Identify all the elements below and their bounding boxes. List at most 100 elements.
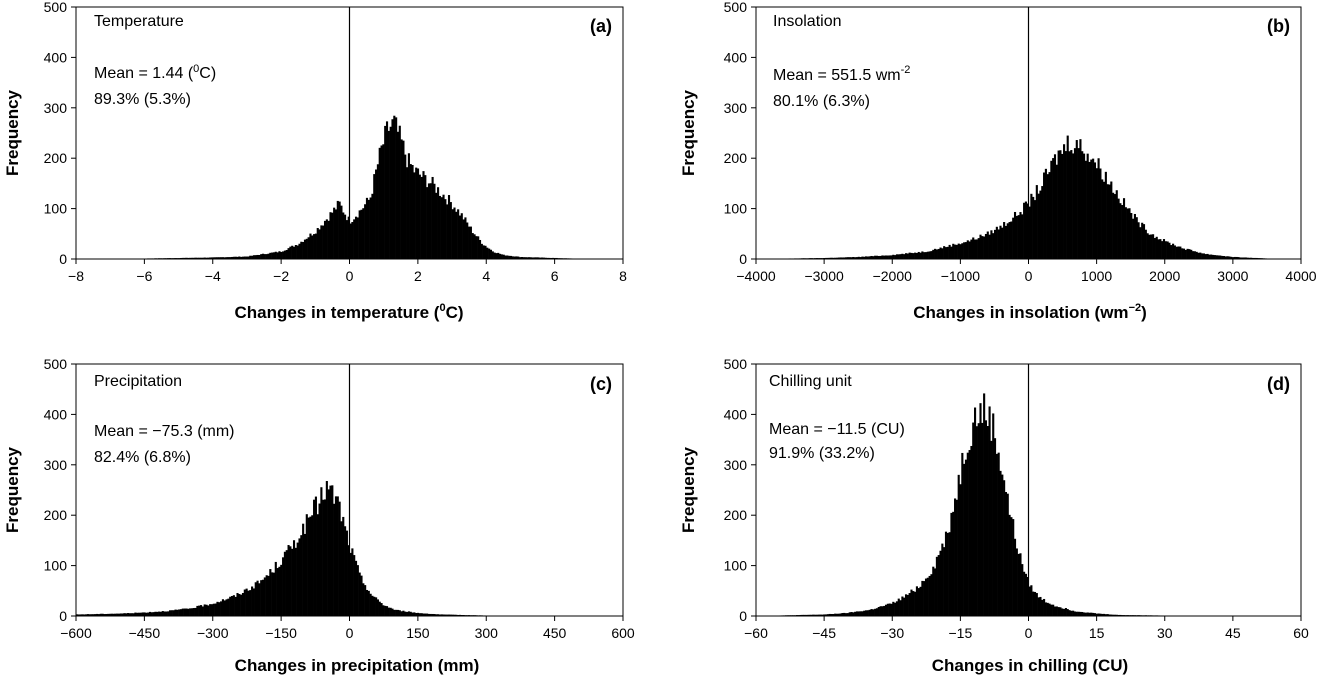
histogram-bar (440, 197, 443, 259)
histogram-bar (455, 614, 458, 616)
histogram-bar (1046, 174, 1049, 259)
histogram-bar (139, 612, 142, 616)
histogram-bar (272, 252, 276, 259)
histogram-bar (245, 588, 248, 616)
histogram-bar (137, 612, 141, 616)
histogram-bar (517, 256, 520, 259)
y-tick-label: 500 (44, 0, 68, 15)
histogram-bar (1033, 591, 1037, 616)
histogram-bar (183, 608, 186, 616)
histogram-bar (433, 614, 436, 616)
histogram-bar (1039, 190, 1042, 259)
histogram-bar (344, 526, 347, 616)
histogram-bar (269, 569, 272, 616)
histogram-bar (1172, 243, 1175, 259)
histogram-bar (442, 614, 445, 616)
histogram-bar (943, 246, 946, 259)
histogram-bar (280, 564, 283, 616)
histogram-bar (1008, 222, 1011, 259)
histogram-bar (1050, 604, 1053, 616)
histogram-bar (1033, 200, 1037, 259)
histogram-bar (1075, 140, 1078, 259)
histogram-bar (1023, 202, 1026, 259)
histogram-bar (1068, 610, 1071, 616)
histogram-bar (1179, 246, 1182, 259)
histogram-bar (446, 614, 449, 616)
histogram-bar (1095, 168, 1098, 259)
histogram-bar (477, 236, 480, 259)
histogram-bar (1048, 172, 1051, 259)
histogram-bar (1064, 151, 1067, 259)
y-tick-label: 500 (724, 356, 748, 372)
panel-stats-percent: 82.4% (6.8%) (94, 449, 191, 466)
histogram-bar (305, 238, 308, 259)
histogram-bar (187, 608, 190, 616)
histogram-bar (910, 589, 913, 616)
histogram-bar (1117, 614, 1120, 616)
histogram-bar (1086, 612, 1089, 616)
y-axis-title: Frequency (3, 89, 22, 176)
histogram-bar (294, 547, 297, 616)
histogram-bar (1081, 611, 1084, 616)
histogram-bar (411, 612, 414, 616)
histogram-bar (125, 613, 128, 616)
histogram-bar (1004, 492, 1007, 616)
y-tick-label: 300 (724, 457, 748, 473)
histogram-bar (209, 257, 212, 259)
histogram-bar (992, 413, 995, 616)
panel-tag: (d) (1267, 374, 1290, 394)
histogram-bar (407, 153, 410, 259)
histogram-bar (1077, 148, 1080, 259)
histogram-bar (345, 530, 348, 616)
histogram-bar (963, 242, 966, 259)
histogram-bar (303, 239, 307, 259)
histogram-bar (1224, 256, 1227, 259)
y-tick-label: 500 (44, 356, 68, 372)
histogram-bar (1235, 256, 1238, 259)
histogram-bar (1021, 214, 1024, 259)
histogram-bar (1099, 613, 1102, 616)
histogram-bar (835, 613, 839, 616)
histogram-bar (890, 603, 893, 616)
panel-name: Chilling unit (769, 373, 852, 390)
panel-name: Insolation (773, 13, 842, 30)
histogram-bar (1255, 257, 1258, 259)
histogram-bar (455, 211, 458, 259)
histogram-bar (1083, 612, 1086, 616)
histogram-bar (307, 517, 310, 616)
histogram-bar (437, 187, 440, 259)
histogram-bar (469, 226, 472, 259)
histogram-bar (857, 256, 860, 259)
histogram-bar (1013, 538, 1017, 616)
x-tick-label: 1000 (1081, 268, 1112, 284)
histogram-bar (185, 257, 188, 259)
histogram-bar (375, 169, 378, 259)
histogram-bar (984, 420, 988, 616)
histogram-bar (418, 613, 421, 616)
histogram-bar (362, 583, 365, 616)
histogram-bar (316, 514, 319, 616)
histogram-bar (223, 257, 226, 259)
histogram-bar (883, 605, 886, 616)
histogram-bar (526, 257, 529, 259)
histogram-bar (168, 610, 172, 616)
histogram-bar (416, 168, 420, 259)
histogram-bar (396, 609, 400, 616)
histogram-bar (358, 210, 361, 259)
histogram-bar (429, 183, 432, 259)
histogram-bar (395, 117, 398, 259)
histogram-bar (159, 611, 162, 616)
histogram-bar (311, 235, 314, 259)
histogram-bar (451, 614, 454, 616)
histogram-bar (937, 248, 940, 259)
histogram-bar (289, 546, 292, 616)
histogram-bar (808, 614, 811, 616)
histogram-bar (815, 614, 819, 616)
histogram-bar (1241, 257, 1244, 259)
histogram-bar (903, 254, 906, 259)
histogram-bar (382, 144, 385, 259)
histogram-bar (1104, 614, 1107, 616)
histogram-bar (826, 614, 829, 616)
panel-stats-mean: Mean = −75.3 (mm) (94, 423, 235, 440)
histogram-bar (116, 613, 119, 616)
